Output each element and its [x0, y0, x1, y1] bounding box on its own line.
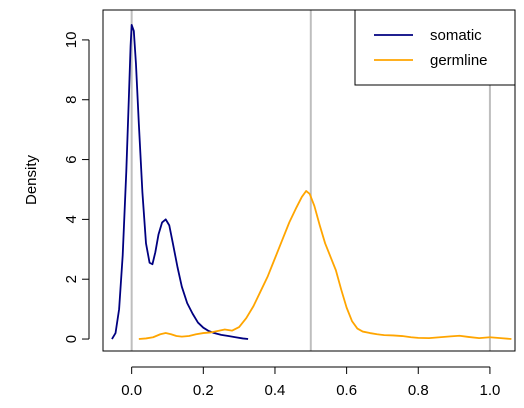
y-tick-label: 0: [63, 335, 80, 343]
y-tick-label: 6: [63, 155, 80, 163]
y-axis-title: Density: [23, 154, 40, 205]
x-tick-label: 0.6: [336, 382, 357, 399]
legend-label-germline: germline: [430, 52, 488, 69]
y-tick-label: 10: [63, 32, 80, 49]
legend-box: [354, 9, 516, 86]
x-tick-label: 0.4: [265, 382, 286, 399]
x-tick-label: 0.0: [121, 382, 142, 399]
y-tick-label: 4: [63, 215, 80, 223]
series-layer: [111, 24, 512, 340]
series-line-germline: [138, 190, 512, 340]
plot-frame: [102, 9, 516, 352]
x-axis: 0.0 0.2 0.4 0.6 0.8 1.0: [121, 366, 500, 399]
legend-label-somatic: somatic: [430, 27, 482, 44]
legend: somatic germline: [354, 9, 516, 86]
x-tick-label: 1.0: [479, 382, 500, 399]
y-tick-label: 2: [63, 275, 80, 283]
x-tick-label: 0.8: [408, 382, 429, 399]
x-tick-label: 0.2: [193, 382, 214, 399]
y-axis: 0 2 4 6 8 10: [63, 32, 90, 343]
y-tick-label: 8: [63, 96, 80, 104]
